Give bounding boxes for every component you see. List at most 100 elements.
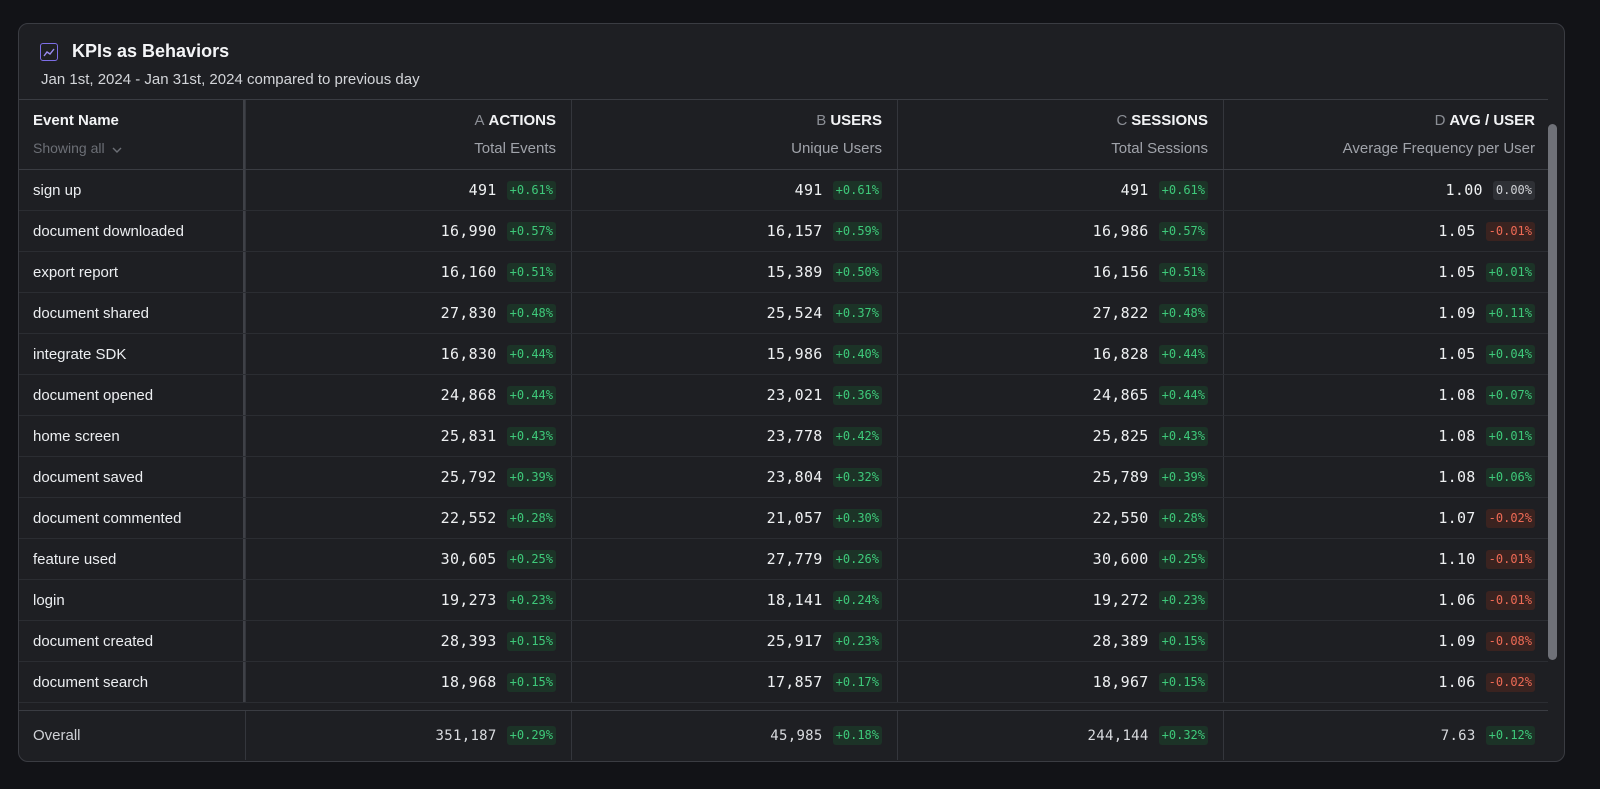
table-row[interactable]: login 19,273 +0.23% 18,141 +0.24% 19,272 +0.23… [19,580,1548,621]
table-row[interactable]: sign up 491 +0.61% 491 +0.61% 491 +0.61% 1.00 0.… [19,170,1548,211]
sessions-cell: 28,389 +0.15% [897,621,1223,661]
change-badge: +0.61% [832,180,882,200]
column-label: AVG / USER [1449,112,1535,129]
kpi-table: Event Name Showing all A ACTIONS Total Ev… [19,99,1548,760]
table-row[interactable]: document search 18,968 +0.15% 17,857 +0.17% 1… [19,662,1548,703]
table-row[interactable]: feature used 30,605 +0.25% 27,779 +0.26% 30,6… [19,539,1548,580]
sessions-value: 25,825 [1092,427,1149,445]
showing-all-filter[interactable]: Showing all [33,140,243,156]
avg-per-user-cell: 1.08 +0.06% [1223,457,1548,497]
change-badge: +0.29% [506,726,556,745]
change-badge: +0.23% [832,631,882,651]
event-name-cell[interactable]: document saved [19,457,245,497]
event-name-cell[interactable]: feature used [19,539,245,579]
change-badge: +0.30% [832,508,882,528]
actions-cell: 22,552 +0.28% [245,498,571,538]
table-row[interactable]: document shared 27,830 +0.48% 25,524 +0.37% 2… [19,293,1548,334]
event-name-cell[interactable]: home screen [19,416,245,456]
sessions-cell: 16,828 +0.44% [897,334,1223,374]
header-actions[interactable]: A ACTIONS Total Events [245,100,571,169]
change-badge: +0.24% [832,590,882,610]
event-name-cell[interactable]: document search [19,662,245,702]
change-badge: +0.17% [832,672,882,692]
event-name-cell[interactable]: integrate SDK [19,334,245,374]
actions-cell: 16,160 +0.51% [245,252,571,292]
event-name-cell[interactable]: document opened [19,375,245,415]
event-name-cell[interactable]: document created [19,621,245,661]
date-range-subtitle: Jan 1st, 2024 - Jan 31st, 2024 compared … [41,71,420,88]
change-badge: +0.39% [506,467,556,487]
table-row[interactable]: document opened 24,868 +0.44% 23,021 +0.36% 2… [19,375,1548,416]
users-cell: 21,057 +0.30% [571,498,897,538]
overall-actions: 351,187 +0.29% [245,711,571,760]
title-row: KPIs as Behaviors [40,41,1564,62]
change-badge: +0.04% [1485,344,1535,364]
change-badge: +0.42% [832,426,882,446]
users-value: 27,779 [766,550,823,568]
avg-per-user-cell: 1.09 +0.11% [1223,293,1548,333]
change-badge: +0.15% [506,672,556,692]
avg-per-user-value: 1.00 [1445,181,1483,199]
change-badge: +0.50% [832,262,882,282]
actions-cell: 25,831 +0.43% [245,416,571,456]
sessions-value: 16,156 [1092,263,1149,281]
table-row[interactable]: export report 16,160 +0.51% 15,389 +0.50% 16,… [19,252,1548,293]
users-value: 21,057 [766,509,823,527]
avg-per-user-value: 1.07 [1438,509,1476,527]
table-row[interactable]: integrate SDK 16,830 +0.44% 15,986 +0.40% 16,… [19,334,1548,375]
avg-per-user-value: 1.05 [1438,345,1476,363]
sessions-cell: 25,789 +0.39% [897,457,1223,497]
change-badge: +0.12% [1485,726,1535,745]
vertical-scrollbar[interactable] [1548,124,1557,660]
event-name-label[interactable]: Event Name [33,112,119,129]
actions-value: 16,160 [440,263,497,281]
change-badge: -0.08% [1485,631,1535,651]
column-sublabel: Total Events [474,140,556,157]
change-badge: +0.39% [1158,467,1208,487]
actions-value: 30,605 [440,550,497,568]
column-label: ACTIONS [488,112,557,129]
table-row[interactable]: document commented 22,552 +0.28% 21,057 +0.3… [19,498,1548,539]
event-name-cell[interactable]: document shared [19,293,245,333]
actions-value: 25,831 [440,427,497,445]
avg-per-user-value: 1.08 [1438,427,1476,445]
event-name-cell[interactable]: login [19,580,245,620]
avg-per-user-cell: 1.00 0.00% [1223,170,1548,210]
event-name-cell[interactable]: sign up [19,170,245,210]
actions-value: 16,990 [440,222,497,240]
change-badge: +0.61% [1158,180,1208,200]
avg-per-user-value: 1.08 [1438,386,1476,404]
change-badge: +0.15% [506,631,556,651]
column-label: SESSIONS [1131,112,1208,129]
header-sessions[interactable]: C SESSIONS Total Sessions [897,100,1223,169]
column-label: USERS [830,112,882,129]
actions-value: 28,393 [440,632,497,650]
actions-cell: 27,830 +0.48% [245,293,571,333]
report-title[interactable]: KPIs as Behaviors [72,41,230,61]
table-header: Event Name Showing all A ACTIONS Total Ev… [19,99,1548,170]
users-value: 23,021 [766,386,823,404]
header-avg-per-user[interactable]: D AVG / USER Average Frequency per User [1223,100,1550,169]
actions-cell: 24,868 +0.44% [245,375,571,415]
avg-per-user-value: 1.06 [1438,591,1476,609]
column-sublabel: Total Sessions [1111,140,1208,157]
event-name-cell[interactable]: document downloaded [19,211,245,251]
avg-per-user-cell: 1.10 -0.01% [1223,539,1548,579]
header-users[interactable]: B USERS Unique Users [571,100,897,169]
change-badge: +0.18% [832,726,882,745]
scrollbar-thumb[interactable] [1548,124,1557,660]
change-badge: +0.26% [832,549,882,569]
sessions-cell: 19,272 +0.23% [897,580,1223,620]
change-badge: +0.32% [1158,726,1208,745]
table-row[interactable]: document downloaded 16,990 +0.57% 16,157 +0.… [19,211,1548,252]
event-name-cell[interactable]: document commented [19,498,245,538]
change-badge: +0.01% [1485,262,1535,282]
table-row[interactable]: document saved 25,792 +0.39% 23,804 +0.32% 25… [19,457,1548,498]
actions-value: 16,830 [440,345,497,363]
overall-users-value: 45,985 [770,727,823,744]
change-badge: +0.25% [506,549,556,569]
table-row[interactable]: document created 28,393 +0.15% 25,917 +0.23%… [19,621,1548,662]
table-row[interactable]: home screen 25,831 +0.43% 23,778 +0.42% 25,82… [19,416,1548,457]
event-name-cell[interactable]: export report [19,252,245,292]
actions-value: 18,968 [440,673,497,691]
